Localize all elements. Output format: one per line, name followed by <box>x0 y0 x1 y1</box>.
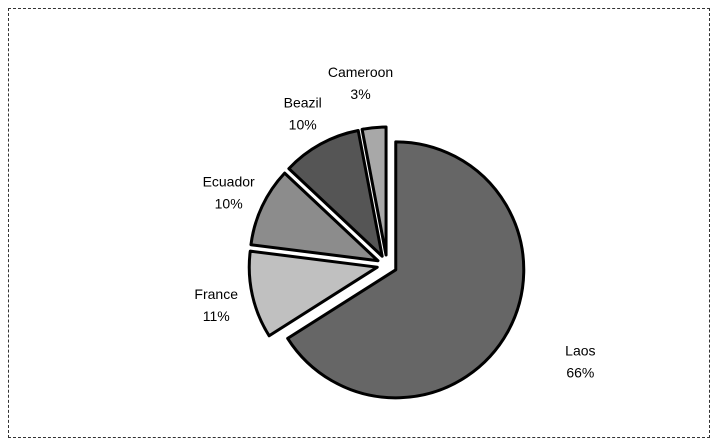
pie-label-ecuador: Ecuador 10% <box>203 173 255 211</box>
pie-label-name: Laos <box>565 342 595 358</box>
pie-slice-beazil <box>287 129 384 258</box>
pie-label-cameroon: Cameroon 3% <box>328 64 393 102</box>
chart-frame: Laos 66% France 11% Ecuador 10% Beazil 10% Camer… <box>8 8 710 438</box>
pie-slice-laos <box>286 140 526 400</box>
pie-label-name: Ecuador <box>203 173 255 189</box>
pie-label-value: 11% <box>203 308 230 324</box>
pie-label-beazil: Beazil 10% <box>284 95 322 133</box>
pie-chart: Laos 66% France 11% Ecuador 10% Beazil 10% Camer… <box>194 64 596 400</box>
pie-label-value: 66% <box>566 364 594 380</box>
pie-label-name: Beazil <box>284 95 322 111</box>
pie-label-value: 3% <box>350 86 370 102</box>
pie-slice-france <box>247 249 379 338</box>
pie-slice-ecuador <box>249 171 380 263</box>
pie-slice-cameroon <box>360 125 388 257</box>
pie-label-value: 10% <box>289 117 317 133</box>
pie-label-name: Cameroon <box>328 64 393 80</box>
pie-label-value: 10% <box>215 195 243 211</box>
pie-label-laos: Laos 66% <box>565 342 595 380</box>
pie-label-name: France <box>194 286 238 302</box>
pie-label-france: France 11% <box>194 286 238 324</box>
